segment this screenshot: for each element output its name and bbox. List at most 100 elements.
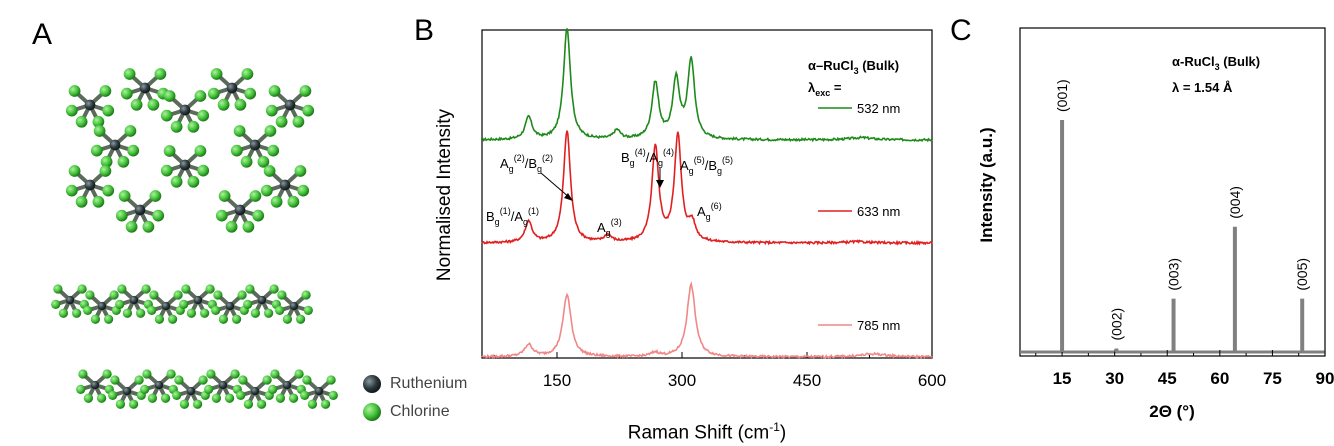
structure-layer2-unit xyxy=(108,375,146,409)
panel-letter-b: B xyxy=(414,14,435,47)
raman-arrowhead-ag2 xyxy=(564,193,573,201)
raman-peak-label-sup1: (1) xyxy=(500,206,511,216)
xrd-x-tick-label: 90 xyxy=(1316,369,1334,388)
legend-chlorine-dot xyxy=(363,403,381,421)
raman-peak-label-base1: A xyxy=(697,204,706,219)
xrd-x-axis-title: 2Θ (°) xyxy=(1149,402,1195,422)
raman-x-axis-title-sup: -1 xyxy=(769,420,780,434)
xrd-x-tick-label: 60 xyxy=(1210,369,1229,388)
structure-layer1-unit xyxy=(211,290,249,324)
structure-top-unit xyxy=(65,85,115,128)
raman-arrow-ag2 xyxy=(540,172,571,199)
panel-letter-a: A xyxy=(32,18,53,51)
structure-layer2-unit xyxy=(268,369,306,403)
structure-layer1-unit xyxy=(51,284,89,318)
xrd-peak-label: (002) xyxy=(1108,308,1124,341)
raman-peak-label-sub2: g xyxy=(717,166,722,176)
raman-x-tick-label: 600 xyxy=(918,371,946,390)
raman-x-tick-label: 450 xyxy=(793,371,821,390)
raman-peak-label: Ag(3) xyxy=(597,217,622,238)
raman-peak-label-sub1: g xyxy=(689,166,694,176)
xrd-x-tick-label: 30 xyxy=(1105,369,1124,388)
structure-layer2-unit xyxy=(236,375,274,409)
raman-peak-label-base1: A xyxy=(500,156,509,171)
structure-layer1-unit xyxy=(275,290,313,324)
raman-peak-label: Bg(4)/Ag(4) xyxy=(621,147,674,168)
xrd-legend-lambda: λ = 1.54 Å xyxy=(1172,80,1233,95)
raman-peak-label-mid: / xyxy=(511,209,515,224)
raman-peak-label-base2: B xyxy=(528,156,537,171)
raman-peak-label-sub1: g xyxy=(630,158,635,168)
panel-letter-c: C xyxy=(950,14,972,47)
raman-peak-label-sup1: (6) xyxy=(711,201,722,211)
structure-top-unit xyxy=(265,85,315,128)
xrd-legend-sample-suffix: (Bulk) xyxy=(1220,54,1260,69)
legend-chlorine-label: Chlorine xyxy=(390,403,450,420)
crystal-structure-illustration xyxy=(51,68,381,421)
raman-legend-label: 633 nm xyxy=(857,204,900,219)
xrd-peak-label: (004) xyxy=(1227,186,1243,219)
raman-x-axis-title: Raman Shift (cm-1) xyxy=(628,420,786,444)
raman-peak-label: Ag(5)/Bg(5) xyxy=(680,155,733,176)
raman-x-axis-title-main: Raman Shift (cm xyxy=(627,422,770,444)
raman-x-tick-label: 300 xyxy=(668,371,696,390)
raman-legend-lambda-main: λ xyxy=(808,80,816,95)
raman-peak-label: Ag(6) xyxy=(697,201,722,222)
raman-arrowhead-bg4 xyxy=(656,180,664,188)
legend-ruthenium-label: Ruthenium xyxy=(390,375,468,392)
xrd-legend-sample: α-RuCl3 (Bulk) xyxy=(1172,54,1260,72)
raman-series-line xyxy=(481,130,933,246)
structure-top-unit xyxy=(160,90,210,133)
raman-peak-label-sub2: g xyxy=(537,164,542,174)
raman-peak-label: Ag(2)/Bg(2) xyxy=(500,153,553,174)
structure-top-unit xyxy=(160,145,210,188)
xrd-peak-label: (003) xyxy=(1166,258,1182,291)
xrd-plot-frame xyxy=(1019,27,1326,357)
structure-top-unit xyxy=(120,68,170,111)
legend-ruthenium-dot xyxy=(363,375,381,393)
xrd-legend-sample-sub: 3 xyxy=(1215,62,1220,72)
raman-plot-frame xyxy=(481,29,933,359)
structure-top-unit xyxy=(65,165,115,208)
structure-top-unit xyxy=(115,190,165,233)
raman-peak-label-base2: A xyxy=(649,150,658,165)
raman-peak-label-sub2: g xyxy=(523,217,528,227)
structure-layer1-unit xyxy=(147,290,185,324)
structure-layer1-unit xyxy=(179,284,217,318)
raman-legend-lambda: λexc = xyxy=(808,80,842,98)
xrd-peak-label: (005) xyxy=(1294,258,1310,291)
raman-legend-sample: α–RuCl3 (Bulk) xyxy=(808,58,899,76)
raman-peak-label-sub1: g xyxy=(706,212,711,222)
structure-top-unit xyxy=(260,165,310,208)
raman-peak-label-base2: A xyxy=(514,209,523,224)
xrd-x-tick-label: 15 xyxy=(1053,369,1072,388)
raman-peak-label-sup1: (4) xyxy=(635,147,646,157)
structure-top-unit xyxy=(90,125,140,168)
xrd-x-tick-label: 45 xyxy=(1158,369,1177,388)
structure-layer2-unit xyxy=(300,375,338,409)
raman-peak-label-sub2: g xyxy=(658,158,663,168)
raman-peak-label-sup2: (2) xyxy=(542,153,553,163)
raman-peak-label-mid: / xyxy=(525,156,529,171)
raman-peak-label-mid: / xyxy=(705,158,709,173)
xrd-x-axis-title-text: 2Θ (°) xyxy=(1149,402,1195,421)
raman-peak-label-sup1: (3) xyxy=(611,217,622,227)
raman-peak-label-base1: B xyxy=(621,150,630,165)
raman-peak-label-sup2: (5) xyxy=(722,155,733,165)
raman-legend-label: 532 nm xyxy=(857,101,900,116)
xrd-x-tick-label: 75 xyxy=(1263,369,1282,388)
raman-peak-label-sub1: g xyxy=(509,164,514,174)
raman-peak-label-base1: B xyxy=(486,209,495,224)
structure-layer2-unit xyxy=(76,369,114,403)
structure-top-unit xyxy=(207,68,257,111)
raman-peak-label-sub1: g xyxy=(495,217,500,227)
raman-legend-lambda-sub: exc xyxy=(815,88,830,98)
structure-layer1-unit xyxy=(115,284,153,318)
raman-legend-lambda-suffix: = xyxy=(830,80,842,95)
raman-legend-sample-sub: 3 xyxy=(854,66,859,76)
raman-series-line xyxy=(481,281,933,360)
structure-layer1-unit xyxy=(83,290,121,324)
raman-peak-label-mid: / xyxy=(646,150,650,165)
